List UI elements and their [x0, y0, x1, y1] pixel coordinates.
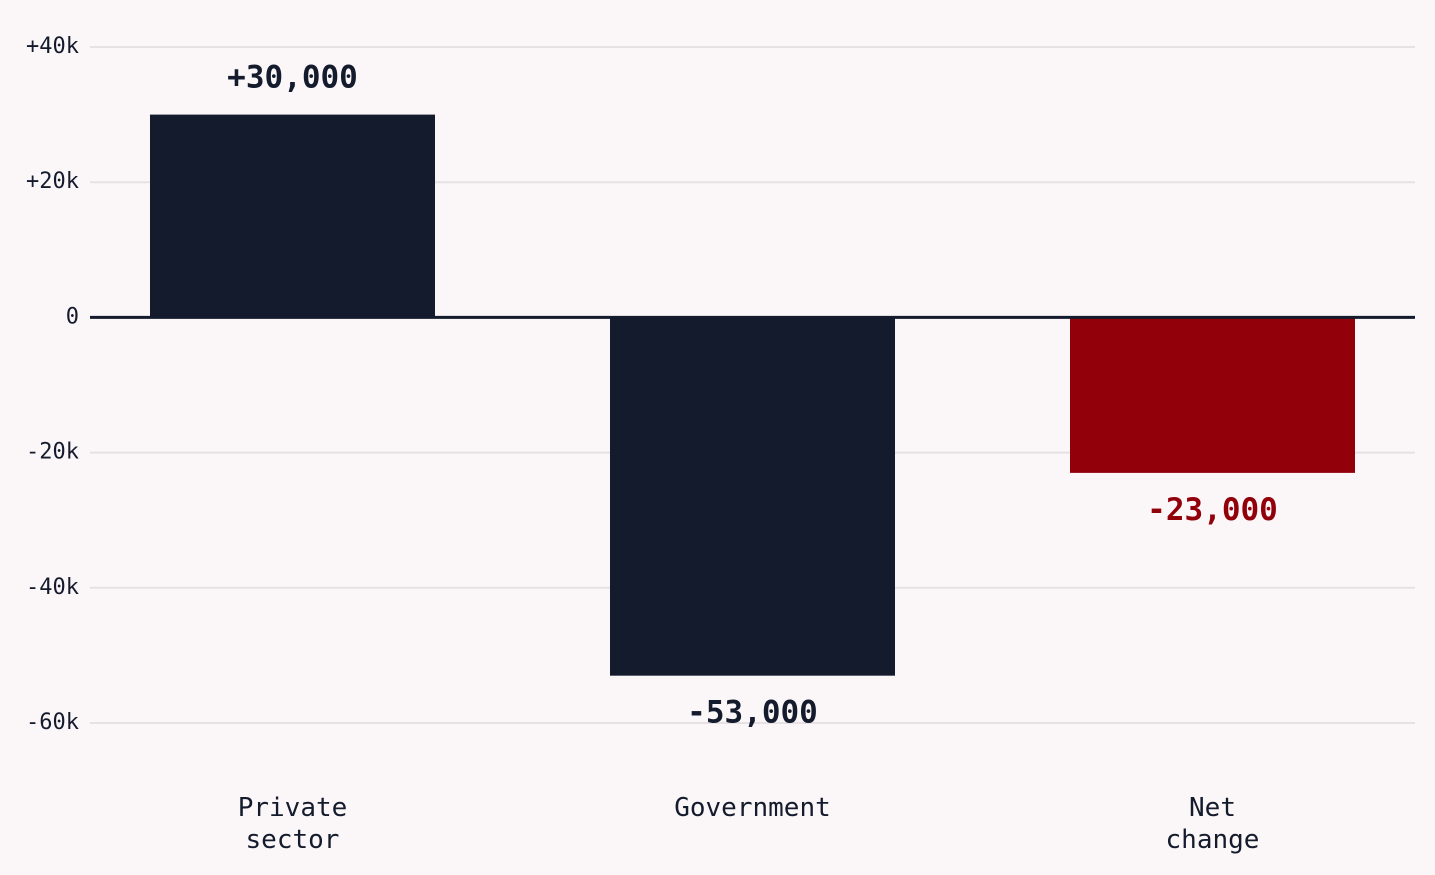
category-label: Net change: [1166, 793, 1260, 855]
data-labels: +30,000 -53,000 -23,000: [227, 60, 1278, 731]
bars: [150, 114, 1355, 676]
bar: [610, 317, 895, 676]
data-label: +30,000: [227, 60, 358, 96]
category-labels: Private sector Government Net change: [238, 793, 1260, 855]
bar: [150, 114, 435, 318]
category-label: Private sector: [238, 793, 348, 855]
category-label: Government: [674, 793, 831, 823]
y-tick-label: +40k: [26, 34, 79, 59]
y-axis-tick-labels: +40k +20k 0 -20k -40k -60k: [26, 34, 79, 735]
y-tick-label: 0: [66, 304, 79, 329]
y-tick-label: -40k: [26, 575, 79, 600]
y-tick-label: -60k: [26, 710, 79, 735]
y-tick-label: -20k: [26, 440, 79, 465]
y-tick-label: +20k: [26, 169, 79, 194]
bar: [1070, 317, 1355, 473]
data-label: -23,000: [1147, 492, 1278, 528]
data-label: -53,000: [687, 695, 818, 731]
